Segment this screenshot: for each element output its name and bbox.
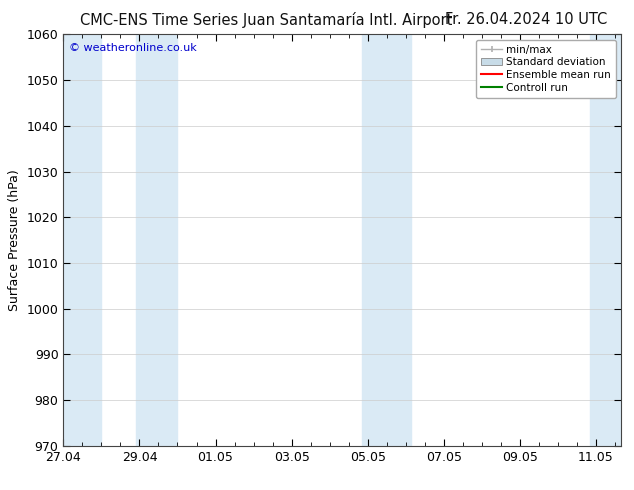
Bar [63, 34, 101, 446]
Text: Fr. 26.04.2024 10 UTC: Fr. 26.04.2024 10 UTC [445, 12, 607, 27]
Bar [590, 34, 621, 446]
Text: © weatheronline.co.uk: © weatheronline.co.uk [69, 43, 197, 52]
Y-axis label: Surface Pressure (hPa): Surface Pressure (hPa) [8, 169, 21, 311]
Text: CMC-ENS Time Series Juan Santamaría Intl. Airport: CMC-ENS Time Series Juan Santamaría Intl… [80, 12, 453, 28]
Bar [362, 34, 411, 446]
Bar [136, 34, 178, 446]
Legend: min/max, Standard deviation, Ensemble mean run, Controll run: min/max, Standard deviation, Ensemble me… [476, 40, 616, 98]
